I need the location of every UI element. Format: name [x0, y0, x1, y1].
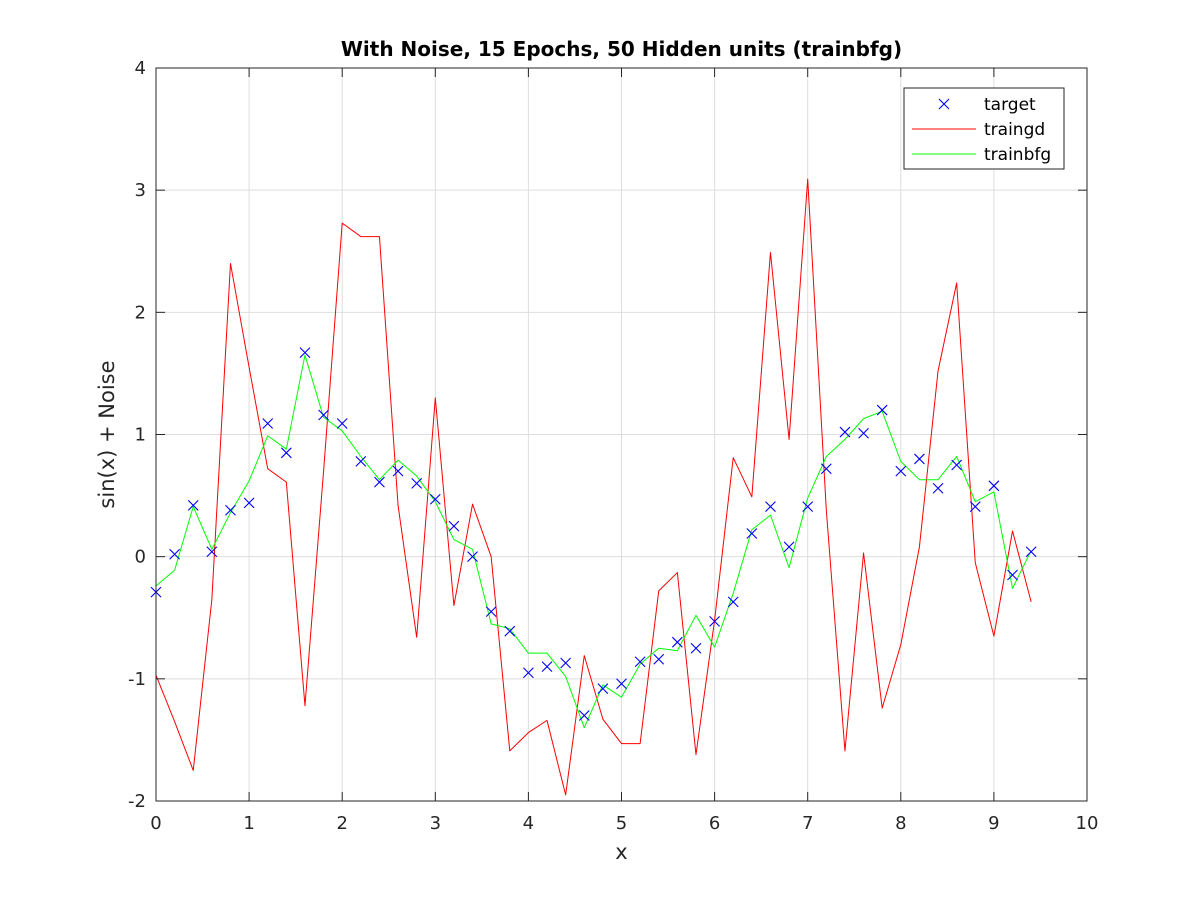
target-point: [374, 476, 385, 488]
target-point: [578, 710, 590, 721]
series-line-trainbfg: [155, 354, 1032, 729]
target-point: [634, 656, 646, 668]
target-point: [523, 667, 534, 679]
target-point: [709, 616, 720, 627]
target-point: [746, 528, 758, 539]
x-tick-label: 7: [802, 813, 813, 834]
target-point: [560, 657, 572, 669]
chart-title: With Noise, 15 Epochs, 50 Hidden units (…: [341, 37, 902, 61]
series-target: [150, 347, 1037, 721]
target-point: [858, 427, 869, 439]
target-point: [895, 465, 907, 477]
x-tick-label: 9: [988, 813, 999, 834]
target-point: [653, 653, 665, 665]
target-point: [280, 447, 292, 459]
target-point: [1007, 569, 1018, 581]
target-point: [616, 678, 627, 690]
target-point: [951, 459, 963, 471]
target-point: [783, 541, 795, 553]
target-point: [355, 455, 367, 467]
x-axis-label: x: [615, 840, 627, 864]
target-point: [299, 347, 311, 359]
y-tick-label: 2: [135, 302, 146, 323]
y-tick-label: 3: [135, 180, 146, 201]
target-point: [1025, 546, 1037, 558]
legend-swatch-target: [938, 98, 950, 110]
target-point: [969, 501, 981, 512]
y-tick-label: -1: [128, 669, 146, 690]
target-point: [187, 499, 199, 511]
series-line-traingd: [155, 178, 1032, 796]
legend: target traingd trainbfg: [903, 87, 1065, 170]
target-point: [765, 501, 776, 512]
target-point: [169, 548, 181, 560]
y-tick-label: 4: [135, 58, 146, 79]
y-tick-label: -2: [128, 791, 146, 812]
legend-label-trainbfg: trainbfg: [984, 145, 1051, 165]
target-point: [448, 520, 460, 532]
target-point: [820, 463, 832, 475]
y-tick-label: 0: [135, 547, 146, 568]
target-point: [597, 683, 609, 694]
target-point: [429, 493, 441, 505]
target-point: [318, 409, 329, 421]
target-point: [988, 480, 1000, 492]
x-tick-label: 5: [616, 813, 627, 834]
x-tick-label: 4: [523, 813, 534, 834]
target-point: [802, 501, 814, 512]
series-group: [150, 178, 1037, 796]
legend-label-target: target: [984, 95, 1036, 115]
series-trainbfg: [155, 354, 1032, 729]
y-axis-label: sin(x) + Noise: [95, 360, 119, 508]
target-point: [411, 477, 423, 489]
target-point: [876, 404, 888, 416]
target-point: [485, 606, 497, 618]
target-point: [504, 625, 516, 637]
target-point: [914, 453, 925, 465]
x-tick-label: 10: [1076, 813, 1099, 834]
x-tick-label: 6: [709, 813, 720, 834]
target-point: [225, 504, 236, 516]
target-point: [690, 642, 702, 654]
series-traingd: [155, 178, 1032, 796]
target-point: [932, 482, 944, 494]
target-point: [727, 596, 739, 608]
target-point: [262, 418, 274, 429]
target-point: [671, 636, 683, 648]
target-point: [541, 661, 553, 673]
legend-label-traingd: traingd: [984, 120, 1045, 140]
target-point: [392, 465, 404, 477]
x-tick-label: 0: [150, 813, 161, 834]
target-point: [206, 546, 218, 558]
target-point: [839, 426, 851, 438]
target-point: [336, 418, 348, 429]
x-tick-label: 3: [430, 813, 441, 834]
target-point: [467, 551, 478, 563]
x-tick-label: 2: [336, 813, 347, 834]
x-tick-label: 1: [243, 813, 254, 834]
y-tick-label: 1: [135, 425, 146, 446]
ticks: 0 1 2 3 4 5 6 7 8 9 10 -2 -1 0 1 2 3 4: [128, 58, 1098, 834]
target-point: [243, 497, 255, 509]
x-tick-label: 8: [895, 813, 906, 834]
